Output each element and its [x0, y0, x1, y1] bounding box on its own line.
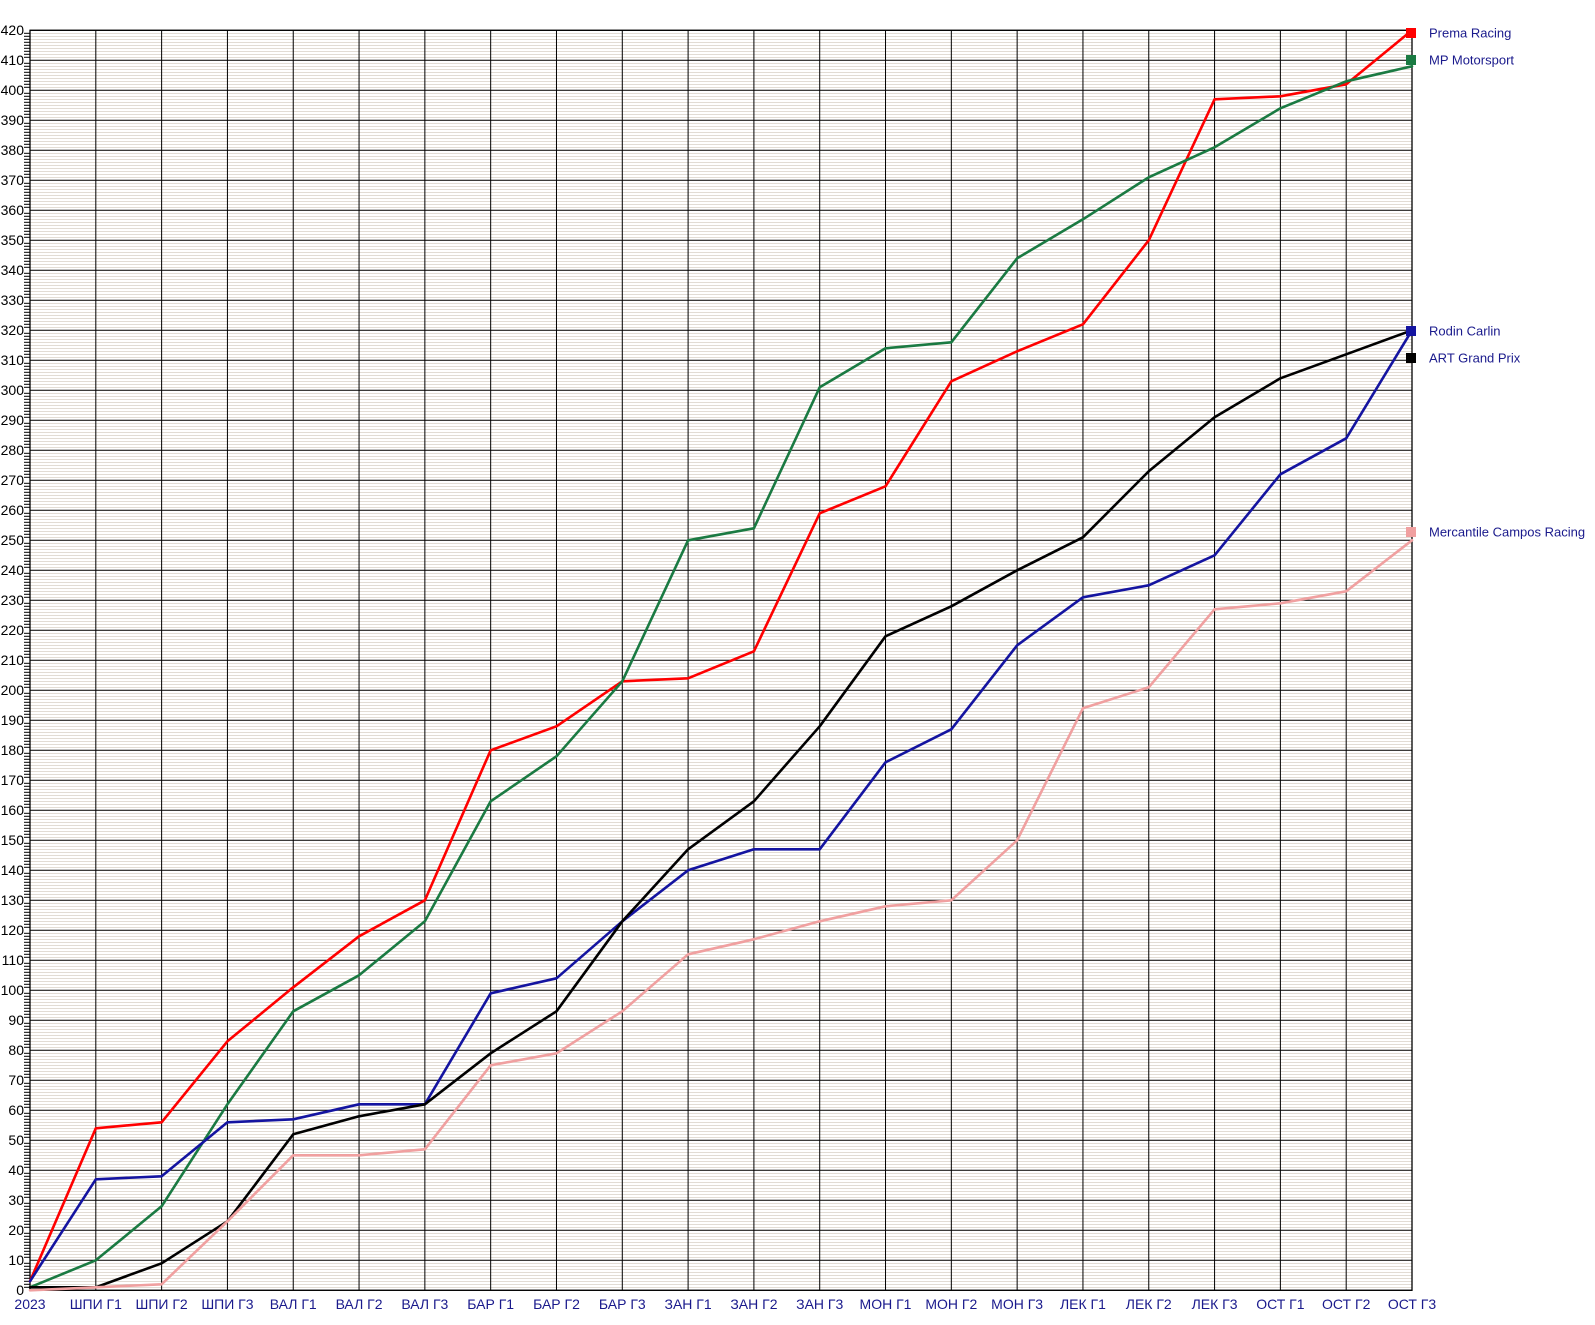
svg-text:160: 160: [1, 802, 25, 818]
svg-text:ШПИ Г3: ШПИ Г3: [201, 1296, 253, 1312]
svg-text:ЗАН Г1: ЗАН Г1: [665, 1296, 712, 1312]
svg-text:420: 420: [1, 22, 25, 38]
svg-text:180: 180: [1, 742, 25, 758]
svg-text:290: 290: [1, 412, 25, 428]
svg-text:ШПИ Г1: ШПИ Г1: [70, 1296, 122, 1312]
svg-text:10: 10: [8, 1252, 24, 1268]
svg-text:ЛЕК Г3: ЛЕК Г3: [1192, 1296, 1238, 1312]
svg-text:ЗАН Г2: ЗАН Г2: [730, 1296, 777, 1312]
svg-text:БАР Г2: БАР Г2: [533, 1296, 580, 1312]
svg-text:MP Motorsport: MP Motorsport: [1429, 53, 1514, 68]
svg-text:140: 140: [1, 862, 25, 878]
svg-text:Rodin Carlin: Rodin Carlin: [1429, 324, 1501, 339]
svg-text:БАР Г1: БАР Г1: [467, 1296, 514, 1312]
svg-text:270: 270: [1, 472, 25, 488]
svg-text:МОН Г2: МОН Г2: [925, 1296, 977, 1312]
svg-text:40: 40: [8, 1162, 24, 1178]
svg-text:260: 260: [1, 502, 25, 518]
svg-text:ЛЕК Г2: ЛЕК Г2: [1126, 1296, 1172, 1312]
svg-text:250: 250: [1, 532, 25, 548]
svg-text:280: 280: [1, 442, 25, 458]
svg-text:240: 240: [1, 562, 25, 578]
svg-text:ЛЕК Г1: ЛЕК Г1: [1060, 1296, 1106, 1312]
svg-text:МОН Г1: МОН Г1: [860, 1296, 912, 1312]
svg-text:ШПИ Г2: ШПИ Г2: [136, 1296, 188, 1312]
svg-text:ART Grand Prix: ART Grand Prix: [1429, 351, 1521, 366]
svg-text:90: 90: [8, 1012, 24, 1028]
svg-text:390: 390: [1, 112, 25, 128]
svg-text:ВАЛ Г1: ВАЛ Г1: [270, 1296, 317, 1312]
svg-text:20: 20: [8, 1222, 24, 1238]
svg-text:410: 410: [1, 52, 25, 68]
svg-text:360: 360: [1, 202, 25, 218]
svg-text:350: 350: [1, 232, 25, 248]
svg-text:80: 80: [8, 1042, 24, 1058]
svg-text:50: 50: [8, 1132, 24, 1148]
svg-text:130: 130: [1, 892, 25, 908]
svg-text:300: 300: [1, 382, 25, 398]
svg-text:380: 380: [1, 142, 25, 158]
svg-text:400: 400: [1, 82, 25, 98]
svg-text:Prema Racing: Prema Racing: [1429, 26, 1511, 41]
svg-text:210: 210: [1, 652, 25, 668]
svg-text:70: 70: [8, 1072, 24, 1088]
svg-text:370: 370: [1, 172, 25, 188]
svg-text:ВАЛ Г2: ВАЛ Г2: [336, 1296, 383, 1312]
svg-text:200: 200: [1, 682, 25, 698]
svg-text:220: 220: [1, 622, 25, 638]
svg-text:ЗАН Г3: ЗАН Г3: [796, 1296, 843, 1312]
svg-text:ОСТ Г3: ОСТ Г3: [1388, 1296, 1437, 1312]
svg-text:ОСТ Г2: ОСТ Г2: [1322, 1296, 1371, 1312]
svg-text:120: 120: [1, 922, 25, 938]
svg-text:150: 150: [1, 832, 25, 848]
svg-text:2023: 2023: [14, 1296, 45, 1312]
svg-text:110: 110: [2, 952, 25, 968]
svg-text:230: 230: [1, 592, 25, 608]
svg-text:330: 330: [1, 292, 25, 308]
svg-text:30: 30: [8, 1192, 24, 1208]
svg-text:310: 310: [1, 352, 25, 368]
svg-text:МОН Г3: МОН Г3: [991, 1296, 1043, 1312]
svg-text:170: 170: [1, 772, 25, 788]
svg-text:340: 340: [1, 262, 25, 278]
svg-text:320: 320: [1, 322, 25, 338]
svg-text:БАР Г3: БАР Г3: [599, 1296, 646, 1312]
svg-text:100: 100: [1, 982, 25, 998]
svg-text:Mercantile Campos Racing: Mercantile Campos Racing: [1429, 525, 1585, 540]
svg-text:ОСТ Г1: ОСТ Г1: [1256, 1296, 1305, 1312]
svg-text:190: 190: [1, 712, 25, 728]
svg-text:60: 60: [8, 1102, 24, 1118]
svg-text:ВАЛ Г3: ВАЛ Г3: [401, 1296, 448, 1312]
